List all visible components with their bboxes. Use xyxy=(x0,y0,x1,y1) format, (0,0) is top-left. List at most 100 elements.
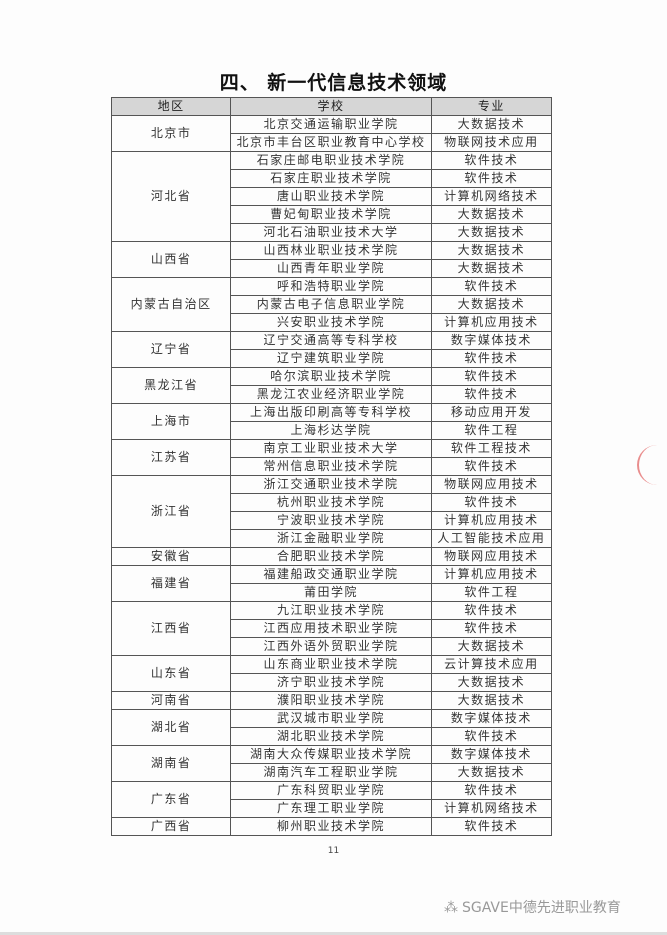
school-cell: 上海杉达学院 xyxy=(230,421,432,440)
school-cell: 湖南大众传媒职业技术学院 xyxy=(230,745,432,764)
major-cell: 软件技术 xyxy=(430,457,553,476)
school-cell: 辽宁建筑职业学院 xyxy=(230,349,432,368)
table-row: 黑龙江省 哈尔滨职业技术学院 软件技术 xyxy=(110,367,553,404)
table-row: 江西省 九江职业技术学院 软件技术 xyxy=(110,601,553,656)
table-row: 江西外语外贸职业学院 大数据技术 xyxy=(112,637,553,656)
school-cell: 河北石油职业技术大学 xyxy=(230,223,432,242)
region-cell: 辽宁省 xyxy=(110,331,232,368)
school-cell: 石家庄邮电职业技术学院 xyxy=(230,151,432,170)
table-row: 北京市 北京交通运输职业学院 大数据技术 xyxy=(110,115,553,152)
school-cell: 山东商业职业技术学院 xyxy=(230,655,432,674)
school-cell: 濮阳职业技术学院 xyxy=(230,691,432,710)
watermark: ⁂ SGAVE中德先进职业教育 xyxy=(440,897,621,917)
wechat-logo-icon: ⁂ xyxy=(444,900,458,916)
region-cell: 广东省 xyxy=(110,781,232,818)
major-cell: 物联网技术应用 xyxy=(430,133,553,152)
table-row: 浙江省 浙江交通职业技术学院 物联网应用技术 xyxy=(110,475,553,548)
school-cell: 唐山职业技术学院 xyxy=(230,187,432,206)
major-cell: 软件技术 xyxy=(430,781,553,800)
major-cell: 软件技术 xyxy=(430,277,553,296)
major-cell: 软件工程 xyxy=(430,583,553,602)
school-cell: 山西林业职业技术学院 xyxy=(230,241,432,260)
school-cell: 广东科贸职业学院 xyxy=(230,781,432,800)
major-cell: 大数据技术 xyxy=(430,763,553,782)
table-row: 上海市 上海出版印刷高等专科学校 移动应用开发 xyxy=(110,403,553,440)
major-cell: 软件工程 xyxy=(430,421,553,440)
major-cell: 软件工程技术 xyxy=(430,439,553,458)
school-cell: 石家庄职业技术学院 xyxy=(230,169,432,188)
region-cell: 江西省 xyxy=(110,601,232,656)
major-cell: 大数据技术 xyxy=(430,637,553,656)
school-cell: 南京工业职业技术大学 xyxy=(230,439,432,458)
table-row: 江西应用技术职业学院 软件技术 xyxy=(112,619,553,638)
school-cell: 山西青年职业学院 xyxy=(230,259,432,278)
school-cell: 浙江金融职业学院 xyxy=(230,529,432,548)
school-cell: 黑龙江农业经济职业学院 xyxy=(230,385,432,404)
major-cell: 数字媒体技术 xyxy=(430,331,553,350)
table-row: 广西省 柳州职业技术学院 软件技术 xyxy=(110,817,553,836)
school-cell: 福建船政交通职业学院 xyxy=(230,565,432,584)
region-cell: 黑龙江省 xyxy=(110,367,232,404)
table-row: 广东理工职业学院 计算机网络技术 xyxy=(112,799,553,818)
school-cell: 常州信息职业技术学院 xyxy=(230,457,432,476)
major-cell: 大数据技术 xyxy=(430,115,553,134)
major-cell: 大数据技术 xyxy=(430,691,553,710)
table-row: 内蒙古自治区 呼和浩特职业学院 软件技术 xyxy=(110,277,553,332)
red-stamp-fragment xyxy=(637,445,667,485)
school-cell: 浙江交通职业技术学院 xyxy=(230,475,432,494)
major-cell: 人工智能技术应用 xyxy=(430,529,553,548)
table-row: 辽宁建筑职业学院 软件技术 xyxy=(112,349,553,368)
table-row: 黑龙江农业经济职业学院 软件技术 xyxy=(112,385,553,404)
table-row: 唐山职业技术学院 计算机网络技术 xyxy=(112,187,553,206)
school-cell: 上海出版印刷高等专科学校 xyxy=(230,403,432,422)
school-cell: 北京交通运输职业学院 xyxy=(230,115,432,134)
major-cell: 软件技术 xyxy=(430,817,553,836)
region-cell: 江苏省 xyxy=(110,439,232,476)
school-cell: 江西外语外贸职业学院 xyxy=(230,637,432,656)
school-cell: 广东理工职业学院 xyxy=(230,799,432,818)
school-cell: 武汉城市职业学院 xyxy=(230,709,432,728)
major-cell: 大数据技术 xyxy=(430,295,553,314)
region-cell: 浙江省 xyxy=(110,475,232,548)
major-cell: 计算机应用技术 xyxy=(430,565,553,584)
table-row: 广东省 广东科贸职业学院 软件技术 xyxy=(110,781,553,818)
school-cell: 合肥职业技术学院 xyxy=(230,547,432,566)
major-cell: 物联网应用技术 xyxy=(430,547,553,566)
major-cell: 大数据技术 xyxy=(430,259,553,278)
major-cell: 计算机应用技术 xyxy=(430,313,553,332)
region-cell: 山东省 xyxy=(110,655,232,692)
major-cell: 计算机网络技术 xyxy=(430,187,553,206)
table-row: 湖南省 湖南大众传媒职业技术学院 数字媒体技术 xyxy=(110,745,553,782)
region-cell: 湖南省 xyxy=(110,745,232,782)
region-cell: 福建省 xyxy=(110,565,232,602)
major-cell: 软件技术 xyxy=(430,169,553,188)
major-cell: 移动应用开发 xyxy=(430,403,553,422)
school-cell: 曹妃甸职业技术学院 xyxy=(230,205,432,224)
major-cell: 软件技术 xyxy=(430,727,553,746)
watermark-text: SGAVE中德先进职业教育 xyxy=(462,900,621,916)
table-row: 河北省 石家庄邮电职业技术学院 软件技术 xyxy=(110,151,553,242)
region-cell: 河北省 xyxy=(110,151,232,242)
table-row: 湖北省 武汉城市职业学院 数字媒体技术 xyxy=(110,709,553,746)
school-cell: 杭州职业技术学院 xyxy=(230,493,432,512)
school-table: 地区 学校 专业 北京市 北京交通运输职业学院 大数据技术 北京市丰台区职业教育中心学… xyxy=(110,97,553,836)
school-cell: 兴安职业技术学院 xyxy=(230,313,432,332)
major-cell: 数字媒体技术 xyxy=(430,709,553,728)
table-row: 兴安职业技术学院 计算机应用技术 xyxy=(112,313,553,332)
school-cell: 柳州职业技术学院 xyxy=(230,817,432,836)
major-cell: 软件技术 xyxy=(430,601,553,620)
major-cell: 软件技术 xyxy=(430,493,553,512)
school-cell: 呼和浩特职业学院 xyxy=(230,277,432,296)
table-row: 常州信息职业技术学院 软件技术 xyxy=(112,457,553,476)
table-row: 河南省 濮阳职业技术学院 大数据技术 xyxy=(110,691,553,710)
major-cell: 大数据技术 xyxy=(430,223,553,242)
major-cell: 大数据技术 xyxy=(430,241,553,260)
school-cell: 九江职业技术学院 xyxy=(230,601,432,620)
table-row: 杭州职业技术学院 软件技术 xyxy=(112,493,553,512)
school-cell: 内蒙古电子信息职业学院 xyxy=(230,295,432,314)
table-header-row: 地区 学校 专业 xyxy=(110,97,553,116)
school-cell: 北京市丰台区职业教育中心学校 xyxy=(230,133,432,152)
table-row: 内蒙古电子信息职业学院 大数据技术 xyxy=(112,295,553,314)
major-cell: 软件技术 xyxy=(430,151,553,170)
major-cell: 大数据技术 xyxy=(430,205,553,224)
